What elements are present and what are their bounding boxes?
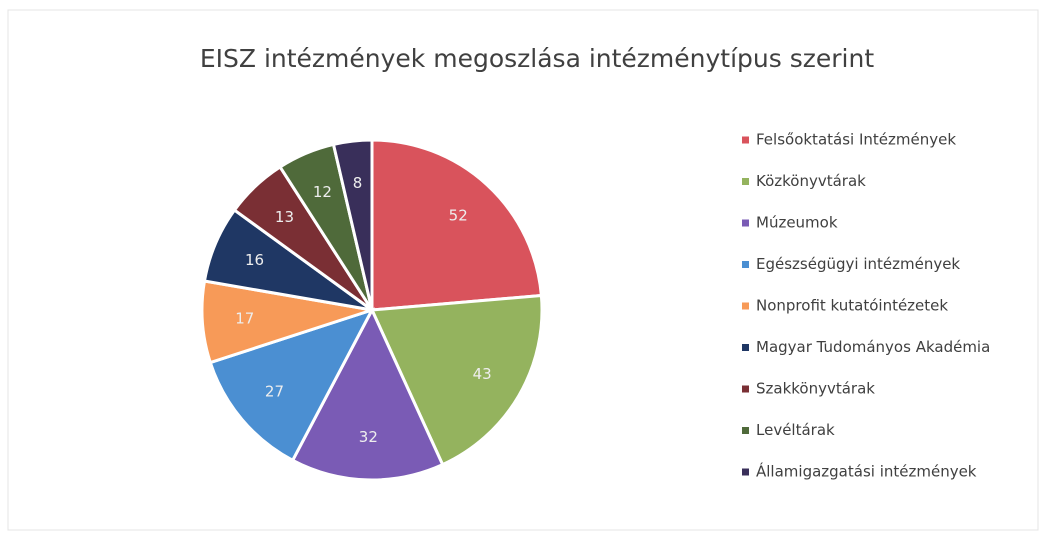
legend-label: Közkönyvtárak <box>756 172 866 190</box>
legend-marker <box>742 385 749 393</box>
legend-label: Magyar Tudományos Akadémia <box>756 338 990 356</box>
data-label: 13 <box>275 208 294 226</box>
pie-slice <box>331 138 374 311</box>
legend-marker <box>742 468 749 476</box>
pie-slice <box>370 138 543 312</box>
legend-label: Államigazgatási intézmények <box>756 462 977 481</box>
legend-label: Múzeumok <box>756 214 838 232</box>
data-label: 27 <box>265 383 284 401</box>
data-label: 32 <box>359 428 378 446</box>
legend-marker <box>742 178 749 185</box>
legend-label: Nonprofit kutatóintézetek <box>756 297 948 315</box>
legend-marker <box>742 219 749 227</box>
data-label: 17 <box>235 310 254 328</box>
data-label: 16 <box>245 251 264 269</box>
data-label: 43 <box>473 365 492 383</box>
pie-slice <box>290 306 445 482</box>
chart-title: EISZ intézmények megoszlása intézménytíp… <box>200 44 874 73</box>
legend-marker <box>742 427 749 434</box>
legend-marker <box>742 136 749 144</box>
legend-label: Egészségügyi intézmények <box>756 255 960 273</box>
data-label: 52 <box>449 207 468 225</box>
data-label: 12 <box>313 183 332 201</box>
legend-label: Felsőoktatási Intézmények <box>756 131 956 149</box>
legend-marker <box>742 261 749 268</box>
legend-label: Szakkönyvtárak <box>756 380 875 398</box>
pie-slice <box>369 293 544 467</box>
legend-marker <box>742 344 749 351</box>
legend-label: Levéltárak <box>756 421 835 439</box>
pie-slice <box>208 307 376 463</box>
legend-marker <box>742 302 749 310</box>
data-label: 8 <box>353 174 363 192</box>
